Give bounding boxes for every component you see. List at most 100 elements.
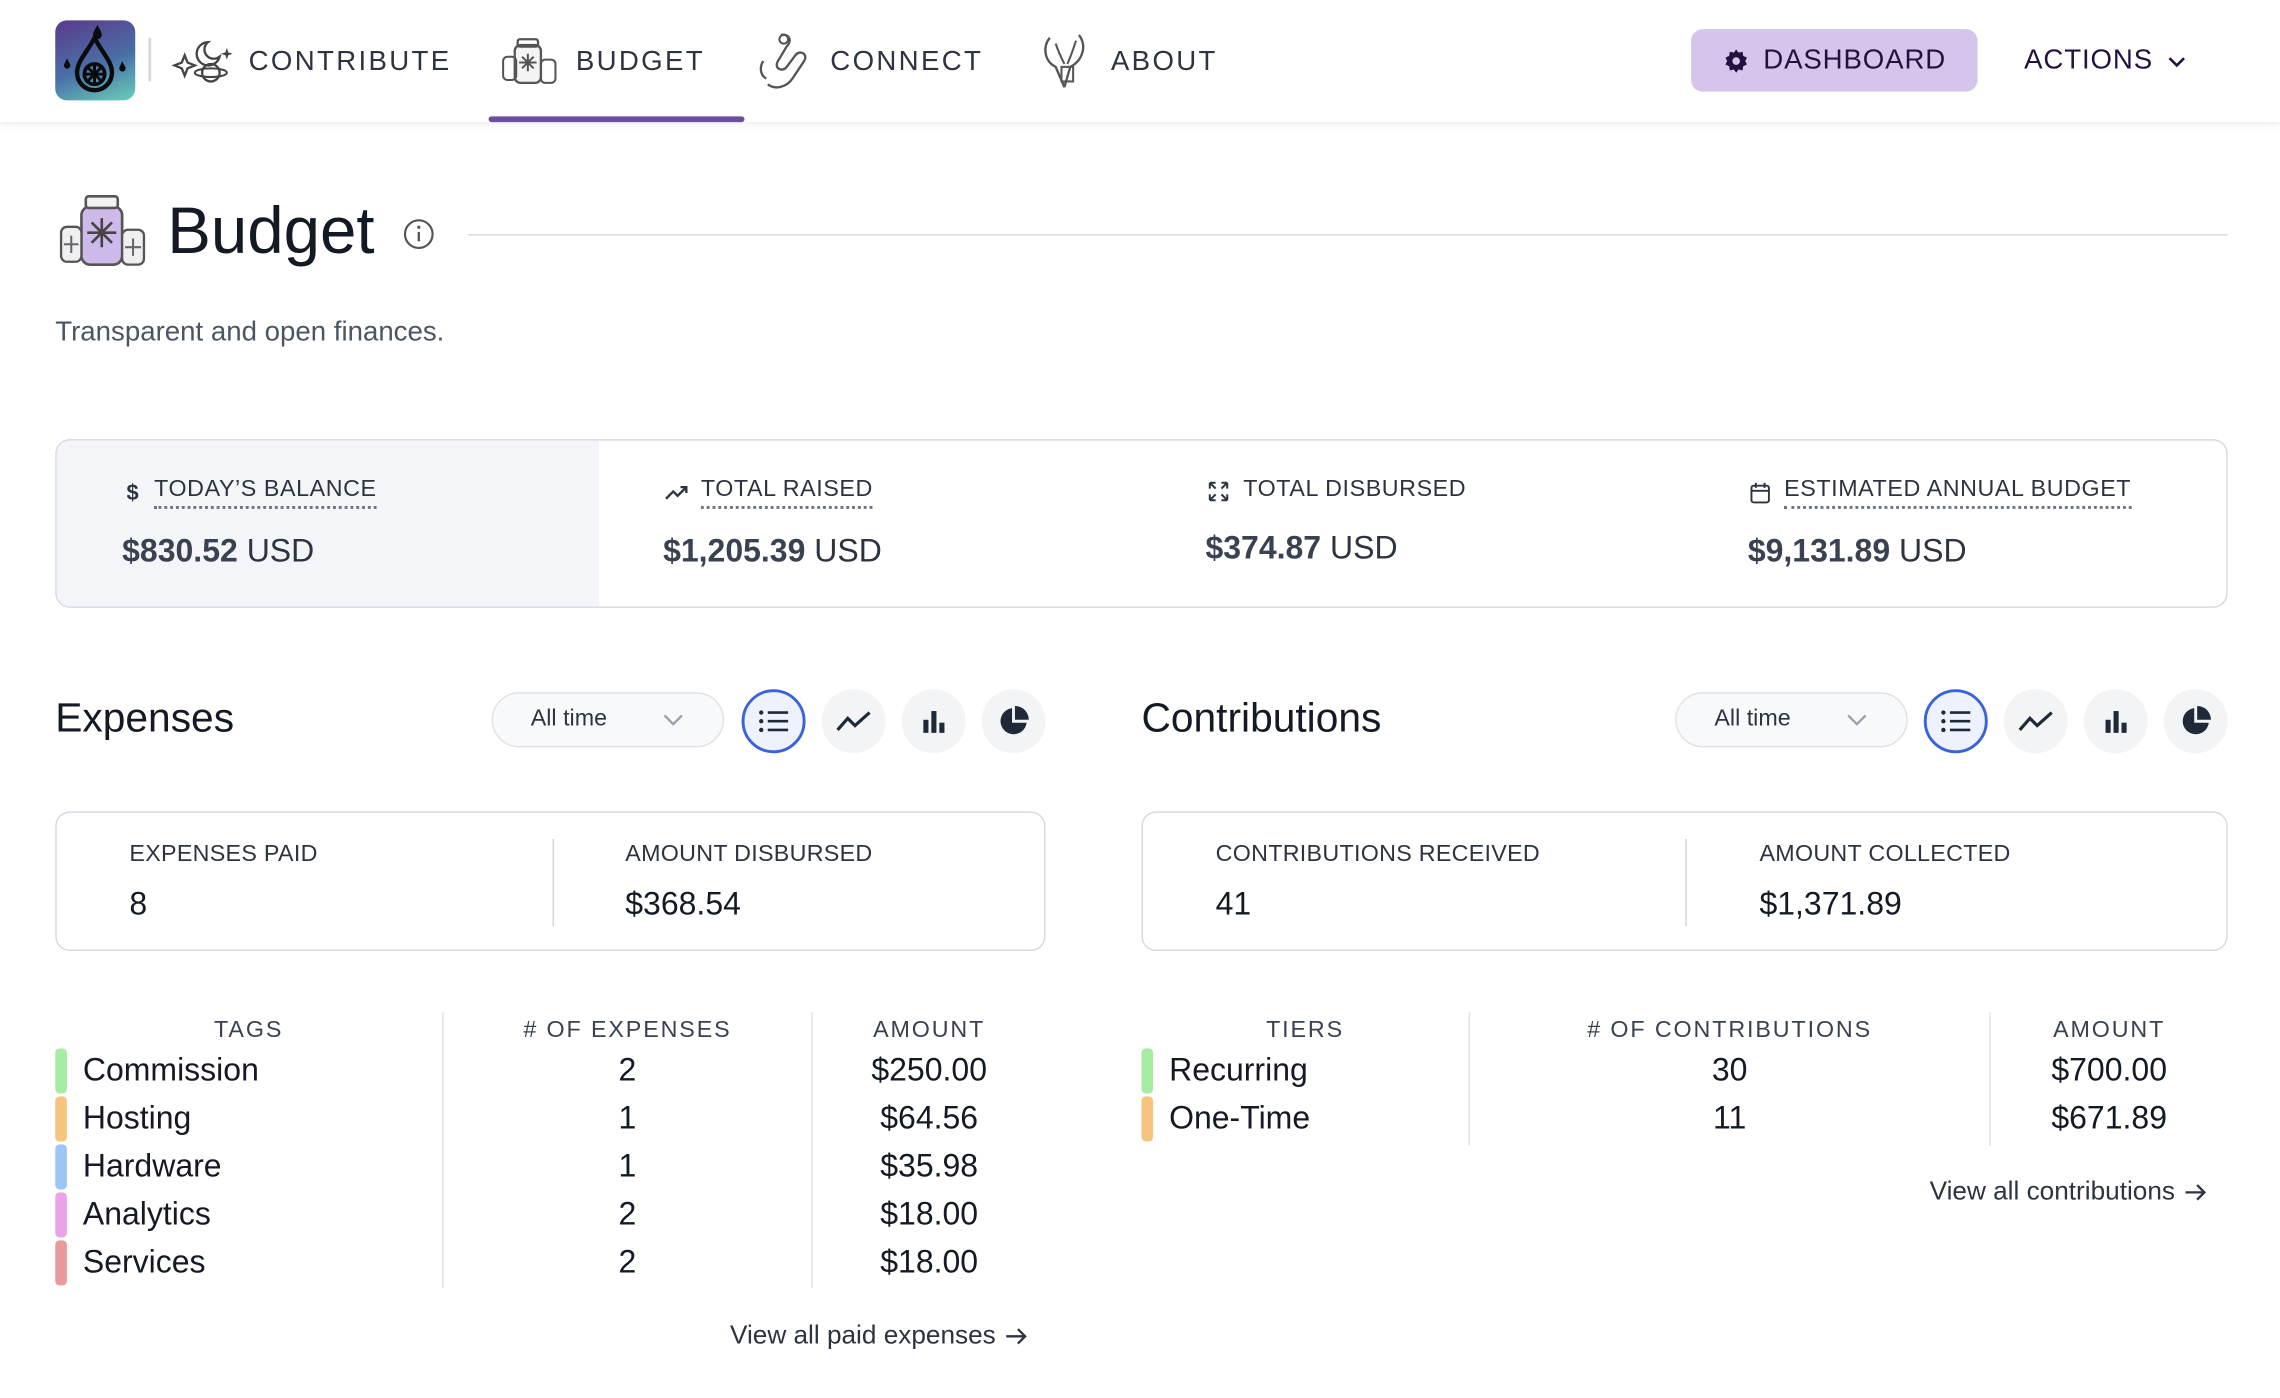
stat-currency: USD: [814, 532, 882, 569]
logo-drop-icon: [63, 24, 126, 93]
dollar-icon: $: [127, 481, 140, 504]
view-all-expenses-link[interactable]: View all paid expenses: [730, 1320, 1028, 1351]
expense-count: 2: [618, 1051, 637, 1088]
nav-item-about[interactable]: ABOUT: [1038, 0, 1218, 124]
bar-chart-icon: [2105, 711, 2127, 733]
trend-up-icon: [665, 485, 688, 500]
contribution-count: 30: [1711, 1051, 1748, 1088]
chevron-down-icon: [663, 714, 683, 726]
contributions-bar-chart-button[interactable]: [2083, 689, 2148, 754]
arrow-right-icon: [1005, 1327, 1027, 1344]
stat-label[interactable]: ESTIMATED ANNUAL BUDGET: [1784, 477, 2132, 509]
contributions-pie-chart-button[interactable]: [2163, 689, 2228, 754]
chevron-down-icon: [1847, 714, 1867, 726]
pie-chart-icon: [2182, 705, 2211, 735]
nav-item-budget[interactable]: BUDGET: [500, 0, 705, 124]
dashboard-button[interactable]: DASHBOARD: [1691, 29, 1978, 92]
chevron-down-icon: [2168, 57, 2185, 68]
tag-name: Commission: [82, 1051, 259, 1088]
line-chart-icon: [836, 711, 871, 732]
expenses-pie-chart-button[interactable]: [981, 689, 1046, 754]
expenses-bar-chart-button[interactable]: [901, 689, 966, 754]
tier-name: One-Time: [1169, 1099, 1311, 1136]
tag-name: Hosting: [82, 1099, 192, 1136]
stat-amount: $1,205.39: [663, 532, 806, 569]
contributions-list-view-button[interactable]: [1923, 689, 1988, 754]
pie-chart-icon: [1000, 705, 1029, 735]
column-divider: [1989, 1012, 1991, 1146]
summary-label: AMOUNT DISBURSED: [625, 841, 873, 867]
actions-dropdown[interactable]: ACTIONS: [2024, 41, 2186, 82]
title-divider: [468, 234, 2228, 236]
stat-amount: $374.87: [1205, 529, 1322, 566]
expenses-line-chart-button[interactable]: [821, 689, 886, 754]
tag-color-bar: [55, 1048, 67, 1094]
contributions-period-select[interactable]: All time: [1675, 692, 1908, 748]
nav-item-connect[interactable]: CONNECT: [755, 0, 984, 124]
column-header: AMOUNT: [873, 1017, 986, 1043]
stat-total-disbursed: TOTAL DISBURSED $374.87 USD: [1141, 441, 1683, 607]
nav-item-label: ABOUT: [1110, 45, 1218, 77]
contribution-amount: $700.00: [2051, 1051, 2167, 1088]
tag-color-bar: [55, 1096, 67, 1142]
tag-name: Analytics: [82, 1195, 211, 1232]
stat-label[interactable]: TODAY’S BALANCE: [154, 477, 377, 509]
link-label: View all paid expenses: [729, 1320, 996, 1350]
expenses-period-select[interactable]: All time: [491, 692, 725, 748]
table-row[interactable]: Analytics 2 $18.00: [55, 1191, 1045, 1239]
table-row[interactable]: Hardware 1 $35.98: [55, 1143, 1045, 1191]
view-all-contributions-link[interactable]: View all contributions: [1930, 1176, 2207, 1207]
page-title: Budget: [167, 193, 375, 268]
link-label: View all contributions: [1929, 1176, 2175, 1206]
expense-amount: $18.00: [880, 1195, 979, 1232]
column-header: AMOUNT: [2053, 1017, 2166, 1043]
column-divider: [811, 1012, 813, 1289]
nav-item-contribute[interactable]: CONTRIBUTE: [170, 0, 451, 124]
collective-logo[interactable]: [55, 20, 136, 101]
page-subtitle: Transparent and open finances.: [55, 316, 445, 348]
about-icon: [1044, 33, 1085, 87]
tag-color-bar: [55, 1240, 67, 1286]
select-value: All time: [1714, 706, 1791, 732]
info-icon[interactable]: [403, 218, 435, 250]
expense-count: 2: [618, 1195, 637, 1232]
tier-color-bar: [1141, 1096, 1154, 1142]
contributions-tiers-table: TIERS # OF CONTRIBUTIONS AMOUNT Recurrin…: [1141, 1012, 2227, 1146]
table-row[interactable]: Services 2 $18.00: [55, 1239, 1045, 1287]
expenses-list-view-button[interactable]: [741, 689, 806, 754]
budget-jar-icon: [502, 37, 557, 84]
stat-estimated-annual-budget: ESTIMATED ANNUAL BUDGET $9,131.89 USD: [1684, 441, 2226, 607]
contributions-title: Contributions: [1141, 695, 1382, 741]
tag-color-bar: [55, 1192, 67, 1238]
tag-color-bar: [55, 1144, 67, 1190]
expense-count: 2: [618, 1243, 637, 1280]
svg-text:$: $: [127, 481, 140, 504]
expense-amount: $18.00: [880, 1243, 979, 1280]
tier-name: Recurring: [1169, 1051, 1308, 1088]
summary-value: 41: [1215, 885, 1252, 922]
stat-amount: $830.52: [122, 532, 238, 569]
column-divider: [1468, 1012, 1471, 1146]
stat-label[interactable]: TOTAL RAISED: [700, 477, 873, 509]
table-row[interactable]: Commission 2 $250.00: [55, 1047, 1045, 1095]
dashboard-button-label: DASHBOARD: [1763, 44, 1947, 75]
table-row[interactable]: Recurring 30 $700.00: [1141, 1047, 2227, 1095]
column-header: TIERS: [1266, 1017, 1345, 1043]
summary-divider: [1685, 839, 1687, 927]
contributions-summary: CONTRIBUTIONS RECEIVED 41 AMOUNT COLLECT…: [1141, 811, 2228, 951]
table-row[interactable]: One-Time 11 $671.89: [1141, 1095, 2227, 1143]
gear-icon: [1724, 48, 1747, 72]
contribution-amount: $671.89: [2051, 1099, 2167, 1136]
table-row[interactable]: Hosting 1 $64.56: [55, 1095, 1045, 1143]
stat-value: $374.87 USD: [1205, 529, 1397, 567]
list-icon: [759, 710, 789, 733]
stat-todays-balance: $ TODAY’S BALANCE $830.52 USD: [56, 440, 600, 607]
bar-chart-icon: [923, 711, 945, 733]
contributions-line-chart-button[interactable]: [2003, 689, 2068, 754]
stat-currency: USD: [1899, 532, 1967, 569]
stat-amount: $9,131.89: [1747, 532, 1891, 569]
stat-value: $9,131.89 USD: [1748, 532, 1967, 570]
summary-label: CONTRIBUTIONS RECEIVED: [1215, 841, 1541, 867]
select-value: All time: [530, 706, 608, 732]
summary-label: AMOUNT COLLECTED: [1759, 841, 2011, 867]
